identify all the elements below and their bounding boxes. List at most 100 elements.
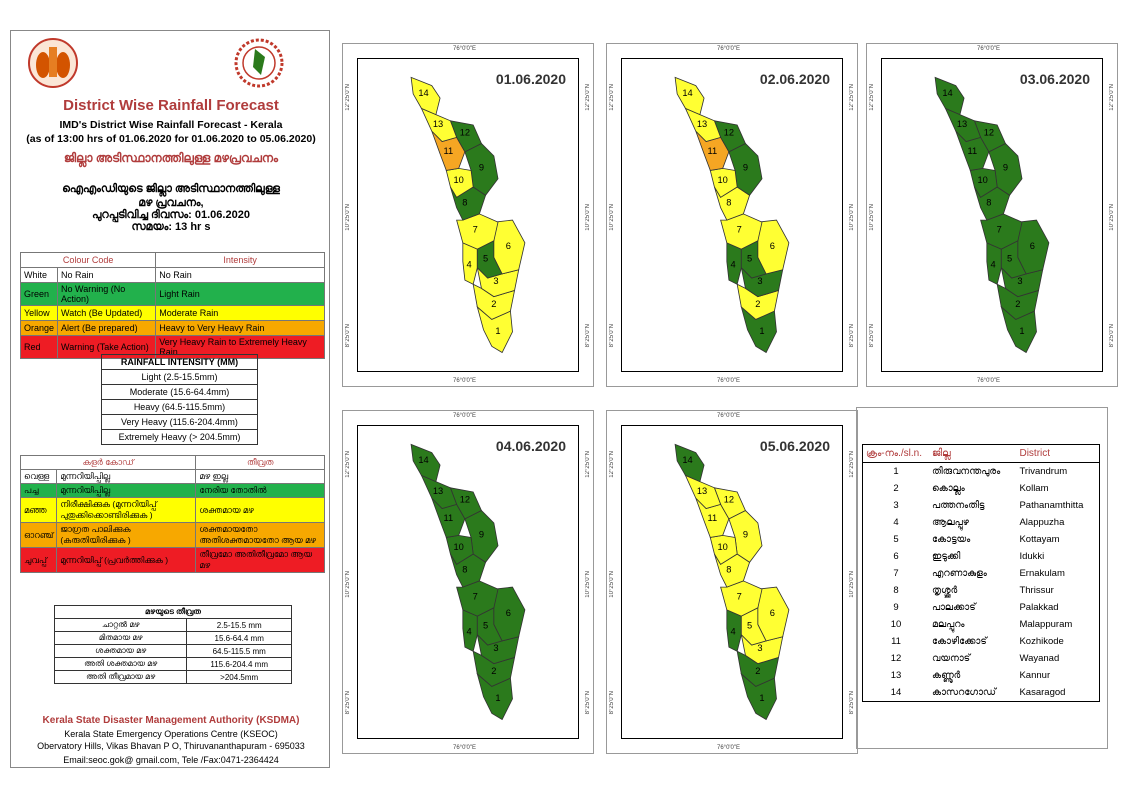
district-number-label: 9 xyxy=(1003,162,1008,172)
colour-meaning: Alert (Be prepared) xyxy=(57,320,157,336)
intensity-row: Light (2.5-15.5mm) xyxy=(101,369,258,385)
district-number-label: 8 xyxy=(726,565,731,575)
legend-malayalam-name: കോഴിക്കോട് xyxy=(932,636,987,647)
district-number-label: 2 xyxy=(491,666,496,676)
intensity-row: Extremely Heavy (> 204.5mm) xyxy=(101,429,258,445)
page-title: District Wise Rainfall Forecast xyxy=(63,97,279,114)
intensity-value: Extremely Heavy (> 204.5mm) xyxy=(101,429,258,445)
district-number-label: 11 xyxy=(444,513,454,523)
district-number-label: 5 xyxy=(483,253,488,263)
district-number-label: 13 xyxy=(433,486,443,496)
legend-row: 4 ആലപ്പുഴ Alappuzha xyxy=(863,514,1100,531)
longitude-tick-bottom: 76°0'0"E xyxy=(453,745,477,751)
longitude-tick-bottom: 76°0'0"E xyxy=(717,378,741,384)
district-number-label: 4 xyxy=(990,260,995,270)
ml-intensity-range: 2.5-15.5 mm xyxy=(186,618,292,632)
district-number-label: 13 xyxy=(957,119,967,129)
ksdma-logo xyxy=(231,37,287,94)
rainfall-intensity-header: RAINFALL INTENSITY (MM) xyxy=(101,354,258,370)
legend-row: 11 കോഴിക്കോട് Kozhikode xyxy=(863,633,1100,650)
legend-malayalam-name: കൊല്ലം xyxy=(932,483,965,494)
ml-colour-meaning: മുന്നറിയിപ്പില്ല xyxy=(56,469,197,484)
latitude-tick-right: 8°25'0"N xyxy=(849,691,855,715)
ml-intensity-row: ചാറ്റൽ മഴ 2.5-15.5 mm xyxy=(53,618,292,632)
ml-colour-row: വെള്ള മുന്നറിയിപ്പില്ല മഴ ഇല്ല xyxy=(19,469,325,484)
colour-row: Orange Alert (Be prepared) Heavy to Very H… xyxy=(19,320,325,336)
info-panel: District Wise Rainfall Forecast IMD's Di… xyxy=(10,30,330,768)
legend-number: 5 xyxy=(893,534,899,545)
district-region-6 xyxy=(493,586,526,642)
intensity-value: Very Heavy (115.6-204.4mm) xyxy=(101,414,258,430)
latitude-tick: 8°25'0"N xyxy=(869,324,875,348)
intensity-row: Heavy (64.5-115.5mm) xyxy=(101,399,258,415)
district-number-label: 6 xyxy=(506,241,511,251)
forecast-map-panel: 05.06.2020 1 2 3 4 5 6 7 8 9 10 11 12 13 14 76°0'0"E 76°… xyxy=(606,410,858,754)
latitude-tick-right: 8°25'0"N xyxy=(585,691,591,715)
district-number-label: 12 xyxy=(724,494,734,504)
footer-line2: Obervatory Hills, Vikas Bhavan P O, Thir… xyxy=(37,741,305,751)
footer-line3: Email:seoc.gok@ gmail.com, Tele /Fax:047… xyxy=(63,755,279,765)
district-number-label: 5 xyxy=(1007,253,1012,263)
legend-district-name: Idukki xyxy=(1019,551,1045,562)
malayalam-intensity-table: മഴയുടെ തീവ്രത ചാറ്റൽ മഴ 2.5-15.5 mm മിതമായ… xyxy=(53,605,292,684)
district-number-label: 8 xyxy=(726,198,731,208)
intensity-value: Heavy (64.5-115.5mm) xyxy=(101,399,258,415)
legend-row: 8 തൃശ്ശൂർ Thrissur xyxy=(863,582,1100,599)
legend-district-name: Ernakulam xyxy=(1019,568,1065,579)
legend-number: 1 xyxy=(893,466,899,477)
district-number-label: 6 xyxy=(506,608,511,618)
legend-malayalam-name: മലപ്പുറം xyxy=(932,619,965,630)
district-number-label: 12 xyxy=(460,494,470,504)
latitude-tick-right: 12°25'0"N xyxy=(1109,84,1115,111)
district-number-label: 13 xyxy=(697,486,707,496)
ml-colour-row: ഓറഞ്ച് ജാഗ്രത പാലിക്കുക (കരുതിയിരിക്കുക )… xyxy=(19,522,325,548)
longitude-tick-bottom: 76°0'0"E xyxy=(977,378,1001,384)
malayalam-line2: മഴ പ്രവചനം, xyxy=(138,197,204,209)
district-number-label: 2 xyxy=(755,666,760,676)
district-number-label: 3 xyxy=(493,276,498,286)
legend-malayalam-name: തൃശ്ശൂർ xyxy=(932,585,958,596)
district-region-14 xyxy=(410,443,441,483)
district-legend-panel: ക്രം-നം./sl.n. ജില്ല District 1 തിരുവനന്ത… xyxy=(856,407,1108,749)
district-number-label: 6 xyxy=(1030,241,1035,251)
colour-row: Yellow Watch (Be Updated) Moderate Rain xyxy=(19,305,325,321)
longitude-tick-top: 76°0'0"E xyxy=(977,46,1001,52)
district-number-label: 7 xyxy=(737,592,742,602)
legend-number: 14 xyxy=(890,687,902,698)
legend-district-name: Alappuzha xyxy=(1019,517,1065,528)
ml-colour-name: ഓറഞ്ച് xyxy=(19,522,58,548)
colour-meaning: No Rain xyxy=(57,267,157,283)
longitude-tick-top: 76°0'0"E xyxy=(717,46,741,52)
ml-colour-row: ചുവപ്പ് മുന്നറിയിപ്പ് (പ്രവർത്തിക്കുക ) തീ… xyxy=(19,547,325,573)
district-number-label: 5 xyxy=(747,253,752,263)
district-number-label: 10 xyxy=(718,175,728,185)
district-number-label: 9 xyxy=(743,529,748,539)
malayalam-line4: സമയം: 13 hr s xyxy=(131,221,211,233)
longitude-tick-bottom: 76°0'0"E xyxy=(717,745,741,751)
district-number-label: 13 xyxy=(433,119,443,129)
district-region-14 xyxy=(410,76,441,116)
malayalam-line1: ഐഎംഡിയുടെ ജില്ലാ അടിസ്ഥാനത്തിലുള്ള xyxy=(62,183,280,195)
map-frame: 03.06.2020 1 2 3 4 5 6 7 8 9 10 11 12 13 14 xyxy=(881,58,1103,372)
latitude-tick-right: 10°25'0"N xyxy=(849,571,855,598)
footer-organization: Kerala State Disaster Management Authori… xyxy=(42,715,300,726)
legend-header-malayalam: ജില്ല xyxy=(929,444,1017,463)
district-number-label: 9 xyxy=(479,162,484,172)
ml-colour-intensity: മഴ ഇല്ല xyxy=(195,469,325,484)
district-number-label: 7 xyxy=(997,225,1002,235)
legend-malayalam-name: വയനാട് xyxy=(932,653,971,664)
district-number-label: 1 xyxy=(495,326,500,336)
intensity-row: Very Heavy (115.6-204.4mm) xyxy=(101,414,258,430)
map-frame: 01.06.2020 1 2 3 4 5 6 7 8 9 10 11 12 13 14 xyxy=(357,58,579,372)
district-number-label: 10 xyxy=(454,175,464,185)
legend-district-name: Thrissur xyxy=(1019,585,1054,596)
latitude-tick: 8°25'0"N xyxy=(345,691,351,715)
district-number-label: 10 xyxy=(454,542,464,552)
colour-code-table: Colour Code Intensity White No Rain No Rai… xyxy=(19,252,325,359)
district-number-label: 11 xyxy=(708,146,718,156)
district-number-label: 5 xyxy=(747,620,752,630)
legend-malayalam-name: എറണാകുളം xyxy=(932,568,987,579)
legend-district-name: Kollam xyxy=(1019,483,1049,494)
map-frame: 02.06.2020 1 2 3 4 5 6 7 8 9 10 11 12 13 14 xyxy=(621,58,843,372)
latitude-tick: 12°25'0"N xyxy=(345,451,351,478)
